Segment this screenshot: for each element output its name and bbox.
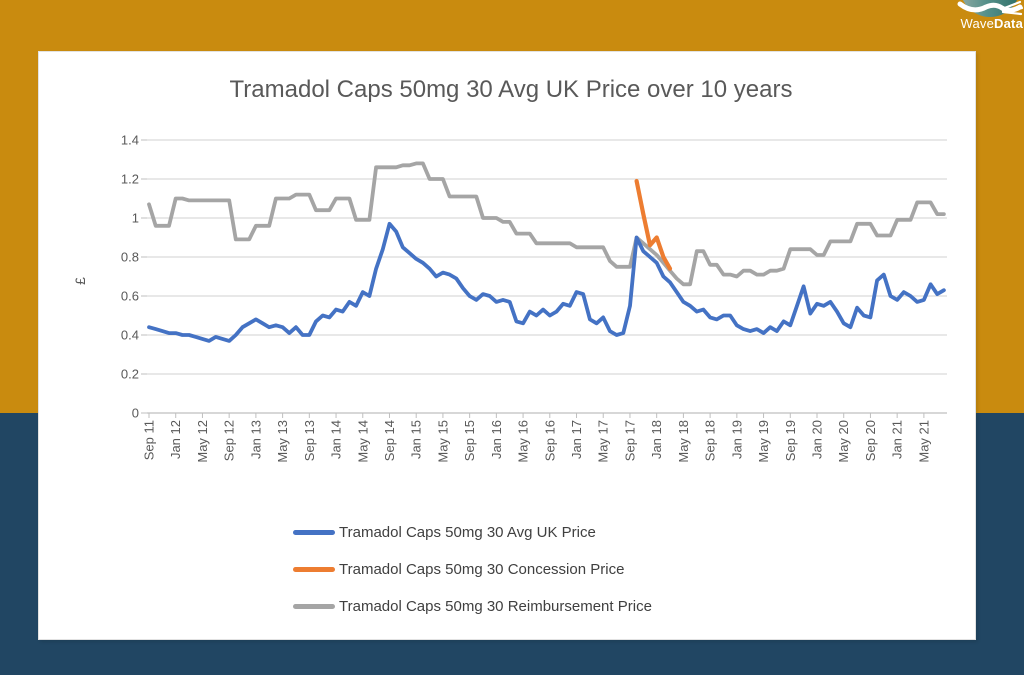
- legend-label-reimbursement-price: Tramadol Caps 50mg 30 Reimbursement Pric…: [339, 598, 652, 615]
- wavedata-logo-text: WaveData: [941, 16, 1023, 31]
- series-line-1: [634, 178, 673, 271]
- x-axis-tick-label: Sep 19: [783, 420, 798, 461]
- chart-legend: Tramadol Caps 50mg 30 Avg UK Price Trama…: [293, 514, 652, 625]
- x-axis-tick-label: May 15: [435, 420, 450, 463]
- x-axis-tick-label: Sep 15: [462, 420, 477, 461]
- x-axis-tick-label: Jan 19: [729, 420, 744, 459]
- y-axis-tick-label: 0.4: [121, 328, 139, 343]
- logo-text-regular: Wave: [960, 16, 995, 31]
- x-axis-tick-label: Sep 14: [382, 420, 397, 461]
- logo-text-bold: Data: [994, 16, 1023, 31]
- x-axis-tick-label: May 17: [596, 420, 611, 463]
- x-axis-tick-label: May 13: [275, 420, 290, 463]
- x-axis-tick-label: Jan 18: [649, 420, 664, 459]
- x-axis-tick-label: Sep 17: [622, 420, 637, 461]
- legend-label-concession-price: Tramadol Caps 50mg 30 Concession Price: [339, 561, 625, 578]
- legend-swatch-avg-uk-price: [293, 530, 335, 535]
- x-axis-tick-label: Sep 11: [142, 420, 157, 460]
- x-axis-tick-label: Jan 16: [489, 420, 504, 459]
- x-axis-tick-label: May 12: [195, 420, 210, 463]
- y-axis-tick-label: 1: [132, 211, 139, 226]
- x-axis-tick-label: Jan 17: [569, 420, 584, 459]
- y-axis-tick-label: 1.4: [121, 133, 139, 148]
- x-axis-tick-label: Jan 20: [810, 420, 825, 459]
- legend-label-avg-uk-price: Tramadol Caps 50mg 30 Avg UK Price: [339, 524, 596, 541]
- wavedata-logo-icon: [957, 0, 1024, 17]
- wavedata-logo: WaveData: [940, 0, 1024, 48]
- x-axis-tick-label: Sep 13: [302, 420, 317, 461]
- x-axis-tick-label: Sep 18: [703, 420, 718, 461]
- legend-item-reimbursement-price: Tramadol Caps 50mg 30 Reimbursement Pric…: [293, 588, 652, 625]
- y-axis-tick-label: 0: [132, 406, 139, 421]
- x-axis-tick-label: May 14: [355, 420, 370, 463]
- chart-panel: Tramadol Caps 50mg 30 Avg UK Price over …: [38, 51, 976, 640]
- y-axis-tick-label: 0.2: [121, 367, 139, 382]
- series-line-2: [147, 161, 946, 287]
- x-axis-tick-label: Jan 12: [168, 420, 183, 459]
- x-axis-tick-label: Sep 12: [222, 420, 237, 461]
- x-axis-tick-label: Jan 14: [329, 420, 344, 459]
- x-axis-tick-label: May 19: [756, 420, 771, 463]
- series-line-0: [147, 221, 946, 343]
- x-axis-tick-label: Sep 16: [542, 420, 557, 461]
- x-axis-tick-label: Jan 13: [248, 420, 263, 459]
- x-axis-tick-label: May 21: [916, 420, 931, 463]
- legend-swatch-reimbursement-price: [293, 604, 335, 609]
- x-axis-tick-label: Jan 21: [890, 420, 905, 459]
- legend-item-avg-uk-price: Tramadol Caps 50mg 30 Avg UK Price: [293, 514, 652, 551]
- y-axis-tick-label: 0.8: [121, 250, 139, 265]
- x-axis-tick-label: Jan 15: [409, 420, 424, 459]
- y-axis-title: £: [72, 277, 88, 285]
- chart-title: Tramadol Caps 50mg 30 Avg UK Price over …: [229, 76, 793, 103]
- x-axis-tick-label: May 20: [836, 420, 851, 463]
- x-axis-tick-label: May 18: [676, 420, 691, 463]
- x-axis-tick-label: Sep 20: [863, 420, 878, 461]
- y-axis-tick-label: 0.6: [121, 289, 139, 304]
- legend-item-concession-price: Tramadol Caps 50mg 30 Concession Price: [293, 551, 652, 588]
- legend-swatch-concession-price: [293, 567, 335, 572]
- y-axis-tick-label: 1.2: [121, 172, 139, 187]
- x-axis-tick-label: May 16: [516, 420, 531, 463]
